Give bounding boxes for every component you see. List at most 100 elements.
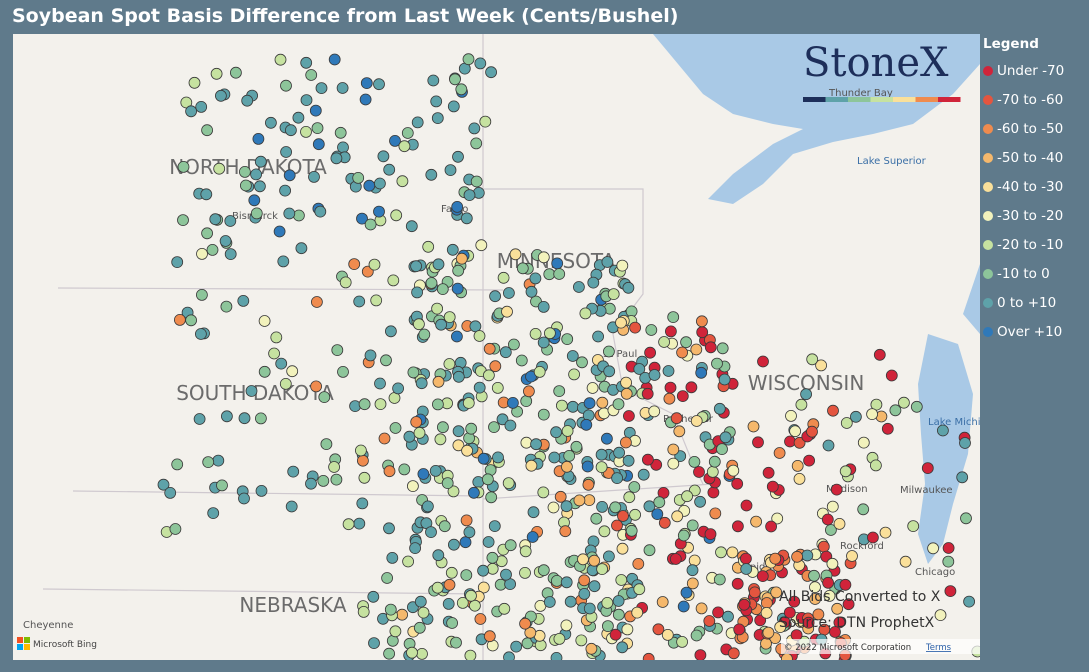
bid-dot[interactable] xyxy=(331,344,344,357)
bid-dot[interactable] xyxy=(425,526,437,539)
bid-dot[interactable] xyxy=(434,433,447,446)
bid-dot[interactable] xyxy=(339,276,352,289)
bid-dot[interactable] xyxy=(578,574,591,587)
bid-dot[interactable] xyxy=(590,512,603,525)
bid-dot[interactable] xyxy=(473,330,486,342)
bid-dot[interactable] xyxy=(673,425,686,438)
bid-dot[interactable] xyxy=(793,436,806,449)
bid-dot[interactable] xyxy=(238,165,251,178)
bid-dot[interactable] xyxy=(450,330,463,343)
bid-dot[interactable] xyxy=(921,462,934,475)
bid-dot[interactable] xyxy=(342,518,355,531)
bid-dot[interactable] xyxy=(601,432,613,445)
bid-dot[interactable] xyxy=(761,597,773,609)
bid-dot[interactable] xyxy=(722,610,734,623)
bid-dot[interactable] xyxy=(740,563,753,575)
bid-dot[interactable] xyxy=(752,436,764,449)
bid-dot[interactable] xyxy=(774,621,787,633)
bid-dot[interactable] xyxy=(280,79,292,92)
bid-dot[interactable] xyxy=(373,177,386,190)
bid-dot[interactable] xyxy=(284,124,297,137)
bid-dot[interactable] xyxy=(899,555,912,568)
bid-dot[interactable] xyxy=(220,410,233,423)
bid-dot[interactable] xyxy=(550,426,562,439)
bid-dot[interactable] xyxy=(740,552,752,565)
bid-dot[interactable] xyxy=(757,355,769,368)
bid-dot[interactable] xyxy=(373,205,385,218)
bid-dot[interactable] xyxy=(833,616,846,629)
bid-dot[interactable] xyxy=(789,425,801,438)
bid-dot[interactable] xyxy=(601,256,614,268)
bid-dot[interactable] xyxy=(680,586,693,599)
bid-dot[interactable] xyxy=(389,625,402,638)
bid-dot[interactable] xyxy=(449,73,461,86)
bid-dot[interactable] xyxy=(550,652,563,660)
bid-dot[interactable] xyxy=(384,325,397,338)
bid-dot[interactable] xyxy=(526,531,539,543)
bid-dot[interactable] xyxy=(352,171,365,184)
bid-dot[interactable] xyxy=(384,603,397,616)
bid-dot[interactable] xyxy=(769,552,782,565)
bid-dot[interactable] xyxy=(477,581,490,594)
bid-dot[interactable] xyxy=(443,578,456,591)
bid-dot[interactable] xyxy=(652,623,665,636)
bid-dot[interactable] xyxy=(368,637,380,649)
bid-dot[interactable] xyxy=(760,637,772,650)
bid-dot[interactable] xyxy=(353,295,366,308)
bid-dot[interactable] xyxy=(898,396,910,409)
bid-dot[interactable] xyxy=(633,583,646,596)
bid-dot[interactable] xyxy=(553,268,566,280)
bid-dot[interactable] xyxy=(706,465,719,478)
bid-dot[interactable] xyxy=(620,387,633,400)
bid-dot[interactable] xyxy=(612,608,625,621)
bid-dot[interactable] xyxy=(642,652,655,660)
bid-dot[interactable] xyxy=(279,184,292,197)
bid-dot[interactable] xyxy=(336,82,349,94)
bid-dot[interactable] xyxy=(516,262,529,275)
bid-dot[interactable] xyxy=(644,346,656,359)
bid-dot[interactable] xyxy=(826,557,839,570)
bid-dot[interactable] xyxy=(287,465,300,478)
bid-dot[interactable] xyxy=(822,439,835,452)
bid-dot[interactable] xyxy=(548,451,561,464)
bid-dot[interactable] xyxy=(885,369,898,382)
bid-dot[interactable] xyxy=(441,477,454,490)
bid-dot[interactable] xyxy=(356,497,369,510)
bid-dot[interactable] xyxy=(707,486,720,499)
bid-dot[interactable] xyxy=(229,66,242,79)
bid-dot[interactable] xyxy=(719,431,732,444)
bid-dot[interactable] xyxy=(573,494,586,507)
bid-dot[interactable] xyxy=(283,169,296,182)
bid-dot[interactable] xyxy=(452,264,465,277)
bid-dot[interactable] xyxy=(194,328,207,340)
bid-dot[interactable] xyxy=(748,586,761,599)
bid-dot[interactable] xyxy=(425,168,438,181)
bid-dot[interactable] xyxy=(762,466,775,479)
bid-dot[interactable] xyxy=(310,296,323,308)
bid-dot[interactable] xyxy=(596,500,608,513)
bid-dot[interactable] xyxy=(504,539,517,552)
bid-dot[interactable] xyxy=(383,522,395,535)
bid-dot[interactable] xyxy=(450,636,462,649)
bid-dot[interactable] xyxy=(632,558,645,570)
bid-dot[interactable] xyxy=(680,336,692,349)
bid-dot[interactable] xyxy=(620,436,632,449)
bid-dot[interactable] xyxy=(401,127,414,139)
bid-dot[interactable] xyxy=(177,214,189,227)
bid-dot[interactable] xyxy=(596,396,609,409)
bid-dot[interactable] xyxy=(595,461,608,474)
bid-dot[interactable] xyxy=(615,574,628,586)
bid-dot[interactable] xyxy=(595,448,608,461)
bid-dot[interactable] xyxy=(802,616,815,629)
bid-dot[interactable] xyxy=(312,138,325,151)
bid-dot[interactable] xyxy=(363,179,376,192)
bid-dot[interactable] xyxy=(482,369,495,382)
bid-dot[interactable] xyxy=(219,235,232,247)
bid-dot[interactable] xyxy=(409,542,422,554)
bid-dot[interactable] xyxy=(250,168,263,181)
bid-dot[interactable] xyxy=(268,347,281,360)
bid-dot[interactable] xyxy=(200,188,213,201)
bid-dot[interactable] xyxy=(622,454,635,467)
bid-dot[interactable] xyxy=(431,112,444,124)
bid-dot[interactable] xyxy=(427,74,440,87)
